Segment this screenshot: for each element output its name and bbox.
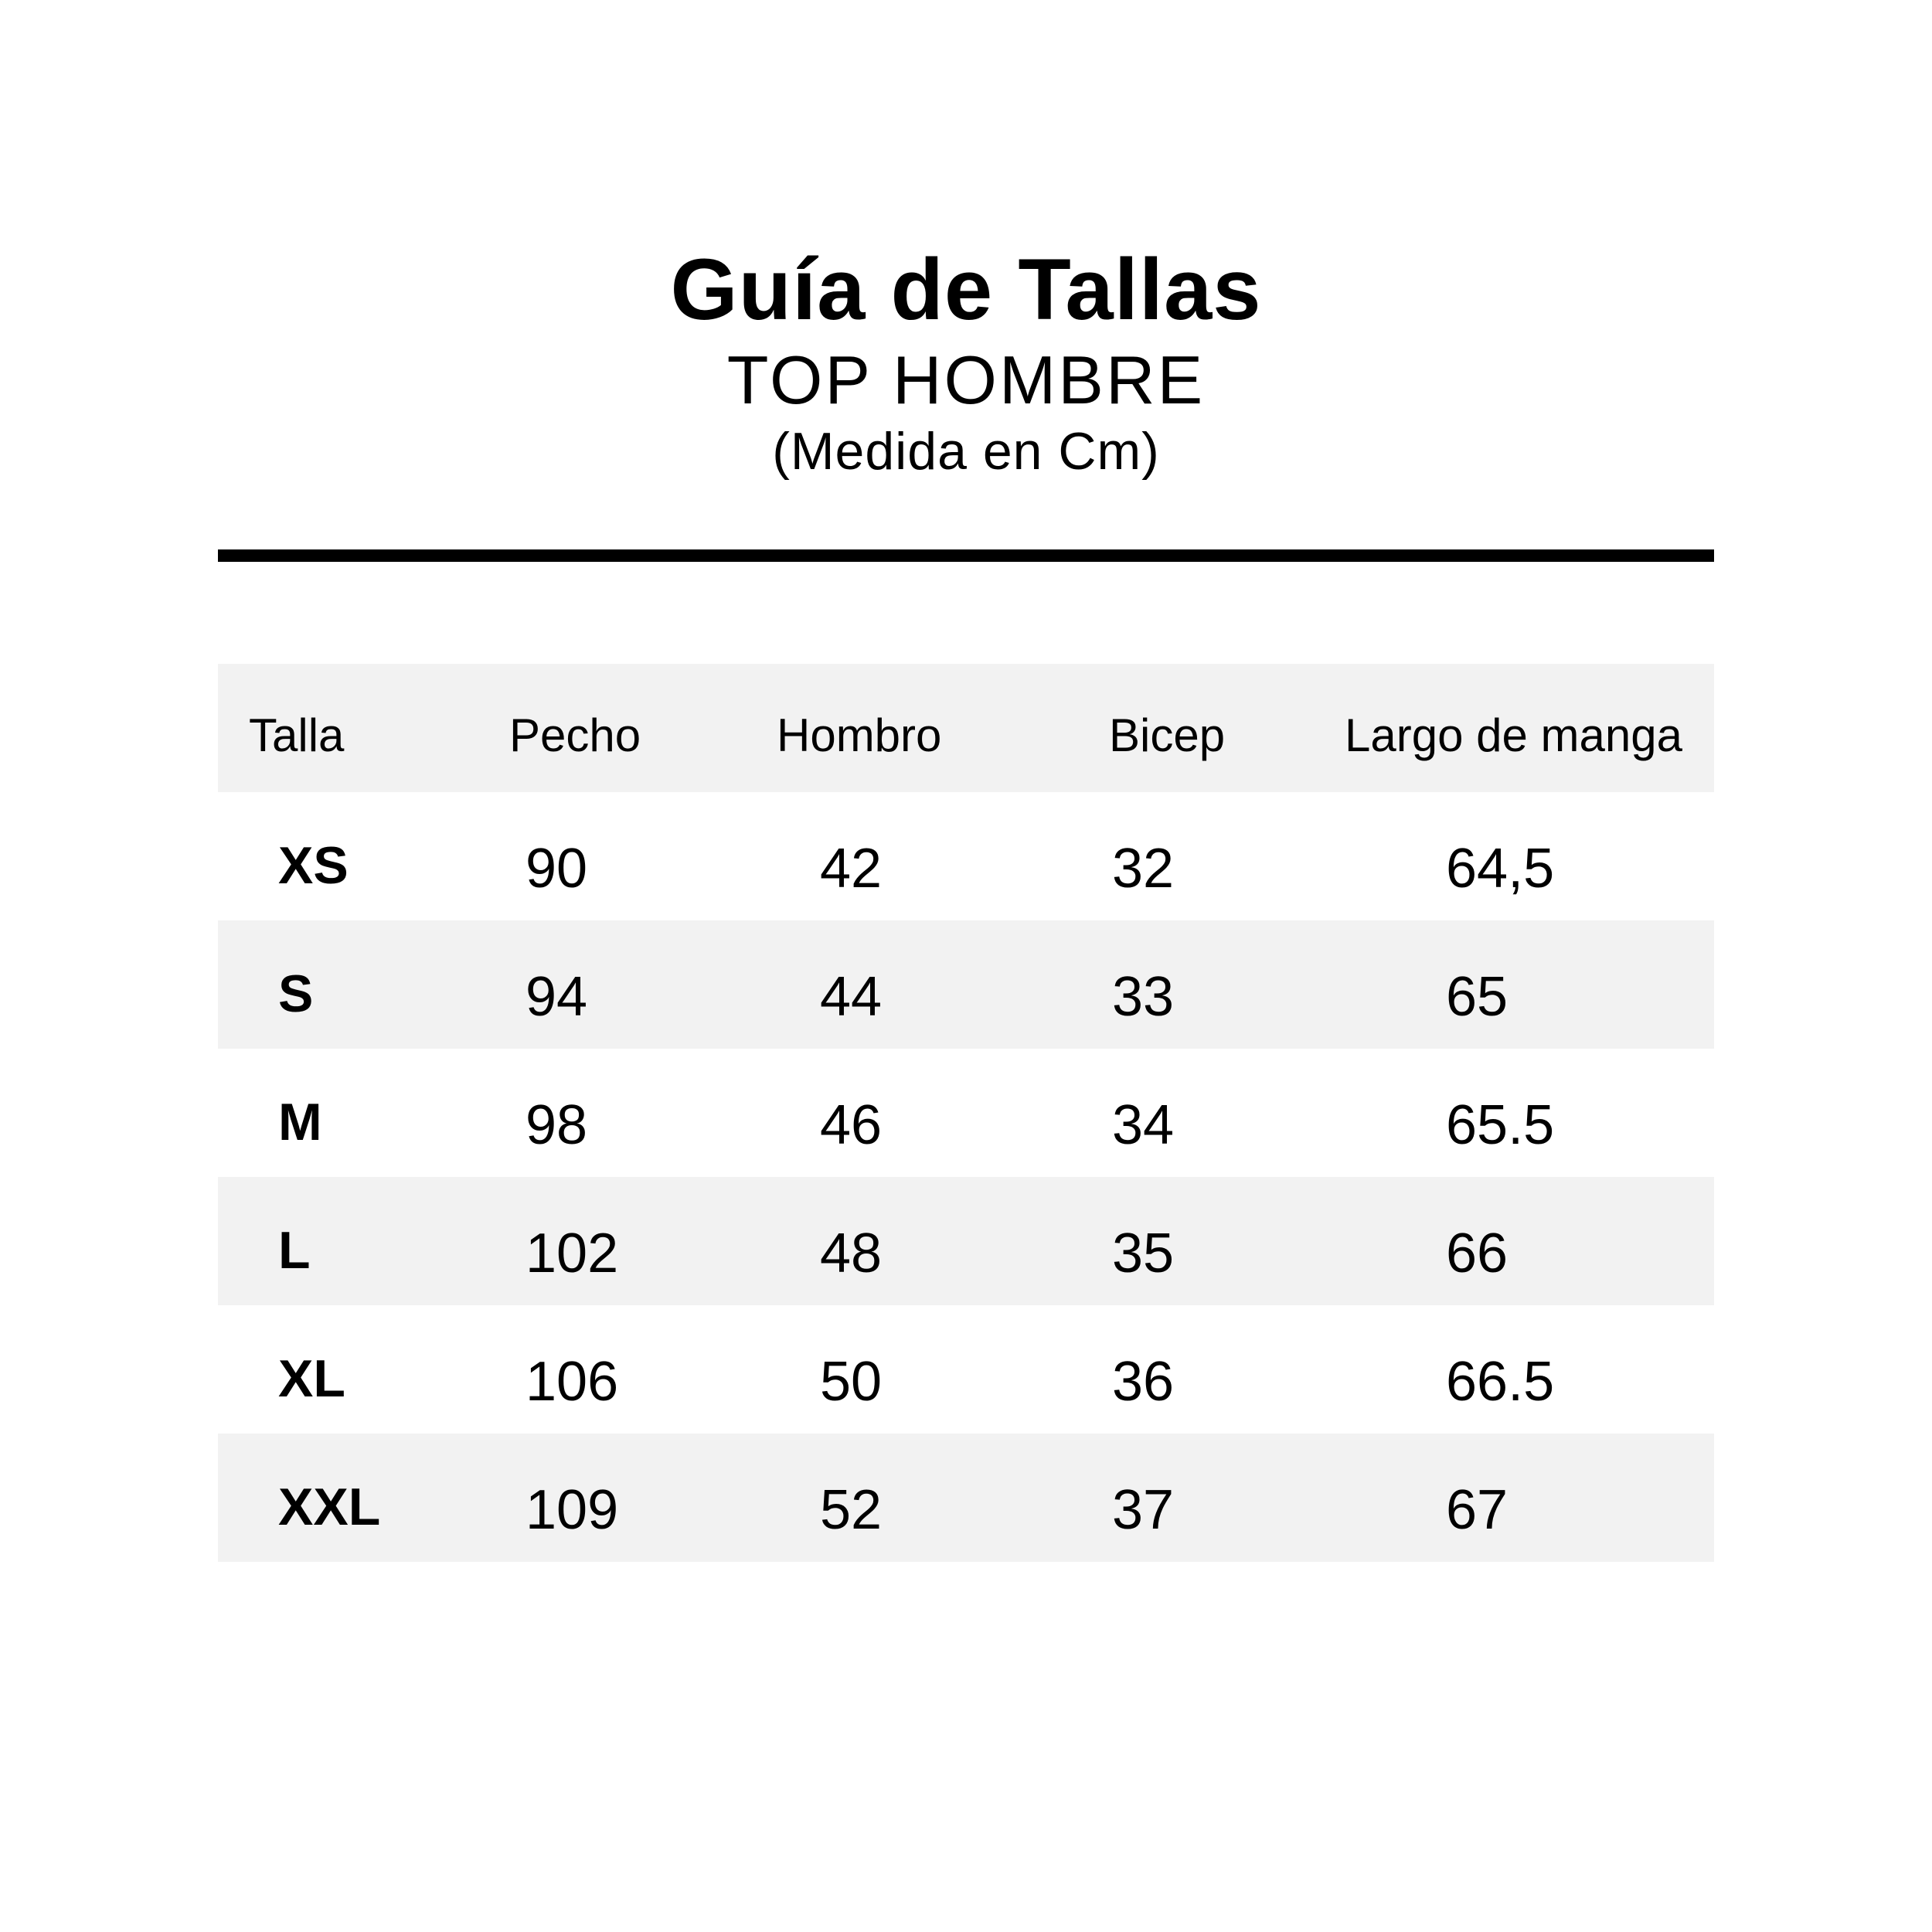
measurement-value: 65 xyxy=(1446,966,1509,1028)
divider-rule xyxy=(218,549,1714,562)
measurement-value: 33 xyxy=(1112,966,1175,1028)
table-row-m: M 98 46 34 65.5 xyxy=(218,1049,1714,1177)
table-header-row: Talla Pecho Hombro Bicep Largo de manga xyxy=(218,664,1714,792)
subtitle: TOP HOMBRE xyxy=(726,342,1206,418)
column-header-pecho: Pecho xyxy=(509,709,641,761)
size-label: XL xyxy=(278,1349,345,1408)
column-header-bicep: Bicep xyxy=(1109,709,1226,761)
size-label: L xyxy=(278,1221,311,1280)
measurement-value: 106 xyxy=(526,1351,619,1413)
measurement-value: 109 xyxy=(526,1479,619,1541)
measurement-value: 50 xyxy=(820,1351,883,1413)
measurement-value: 65.5 xyxy=(1446,1094,1555,1156)
measurement-value: 98 xyxy=(526,1094,588,1156)
table-row-s: S 94 44 33 65 xyxy=(218,920,1714,1049)
size-label: XS xyxy=(278,836,349,895)
column-header-talla: Talla xyxy=(249,709,345,761)
table-row-xxl: XXL 109 52 37 67 xyxy=(218,1434,1714,1562)
size-label: S xyxy=(278,964,314,1023)
measurement-value: 102 xyxy=(526,1223,619,1284)
measurement-value: 36 xyxy=(1112,1351,1175,1413)
measurement-value: 37 xyxy=(1112,1479,1175,1541)
measurement-value: 44 xyxy=(820,966,883,1028)
measurement-value: 66 xyxy=(1446,1223,1509,1284)
size-label: M xyxy=(278,1093,322,1151)
column-header-largo-de-manga: Largo de manga xyxy=(1345,709,1682,761)
size-label: XXL xyxy=(278,1478,381,1536)
size-guide-table: Talla Pecho Hombro Bicep Largo de manga … xyxy=(218,664,1714,1562)
units-note: (Medida en Cm) xyxy=(772,422,1160,481)
table-row-l: L 102 48 35 66 xyxy=(218,1177,1714,1305)
page-title: Guía de Tallas xyxy=(670,241,1262,338)
measurement-value: 94 xyxy=(526,966,588,1028)
measurement-value: 35 xyxy=(1112,1223,1175,1284)
measurement-value: 46 xyxy=(820,1094,883,1156)
measurement-value: 42 xyxy=(820,838,883,900)
table-row-xs: XS 90 42 32 64,5 xyxy=(218,792,1714,920)
table-row-xl: XL 106 50 36 66.5 xyxy=(218,1305,1714,1434)
measurement-value: 48 xyxy=(820,1223,883,1284)
measurement-value: 52 xyxy=(820,1479,883,1541)
column-header-hombro: Hombro xyxy=(777,709,942,761)
measurement-value: 32 xyxy=(1112,838,1175,900)
measurement-value: 66.5 xyxy=(1446,1351,1555,1413)
measurement-value: 90 xyxy=(526,838,588,900)
measurement-value: 64,5 xyxy=(1446,838,1555,900)
measurement-value: 67 xyxy=(1446,1479,1509,1541)
measurement-value: 34 xyxy=(1112,1094,1175,1156)
